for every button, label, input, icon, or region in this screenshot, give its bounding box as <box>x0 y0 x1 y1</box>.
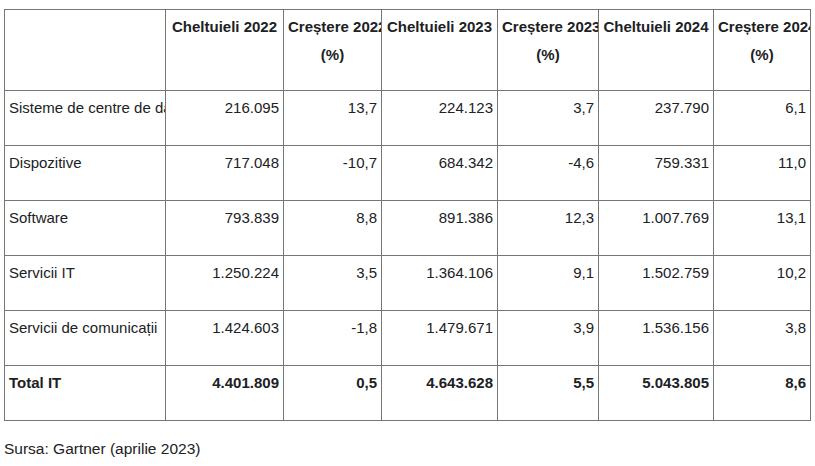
table-row-sisteme-centre-date: Sisteme de centre de date 216.095 13,7 2… <box>5 91 811 146</box>
row-label-cell: Software <box>5 201 166 256</box>
header-sublabel <box>170 46 279 47</box>
header-sublabel: (%) <box>502 46 594 63</box>
header-sublabel <box>9 29 161 30</box>
value-cell: 237.790 <box>599 91 714 146</box>
header-label: Creștere 2023 <box>502 18 594 35</box>
header-label: Cheltuieli 2024 <box>603 18 709 35</box>
row-label-cell: Servicii de comunicații <box>5 311 166 366</box>
value-cell: 3,8 <box>714 311 811 366</box>
row-label-cell: Servicii IT <box>5 256 166 311</box>
row-label-cell: Total IT <box>5 366 166 421</box>
header-sublabel: (%) <box>288 46 377 63</box>
header-label: Cheltuieli 2023 <box>386 18 493 35</box>
value-cell: 11,0 <box>714 146 811 201</box>
value-cell: 8,8 <box>284 201 382 256</box>
value-cell: 1.364.106 <box>382 256 498 311</box>
header-row: Cheltuieli 2022 Creștere 2022 (%) Cheltu… <box>5 10 811 91</box>
table-row-servicii-it: Servicii IT 1.250.224 3,5 1.364.106 9,1 … <box>5 256 811 311</box>
header-cell-cheltuieli-2022: Cheltuieli 2022 <box>166 10 284 91</box>
source-note: Sursa: Gartner (aprilie 2023) <box>4 440 200 458</box>
header-cell-cheltuieli-2023: Cheltuieli 2023 <box>382 10 498 91</box>
header-label: Creștere 2024 <box>718 18 806 35</box>
value-cell: 4.643.628 <box>382 366 498 421</box>
value-cell: -10,7 <box>284 146 382 201</box>
header-cell-empty <box>5 10 166 91</box>
value-cell: 891.386 <box>382 201 498 256</box>
value-cell: 216.095 <box>166 91 284 146</box>
table-row-dispozitive: Dispozitive 717.048 -10,7 684.342 -4,6 7… <box>5 146 811 201</box>
row-label-cell: Sisteme de centre de date <box>5 91 166 146</box>
header-label: Cheltuieli 2022 <box>170 18 279 35</box>
header-sublabel <box>386 46 493 47</box>
table-row-software: Software 793.839 8,8 891.386 12,3 1.007.… <box>5 201 811 256</box>
row-label-cell: Dispozitive <box>5 146 166 201</box>
value-cell: 12,3 <box>498 201 599 256</box>
value-cell: 1.424.603 <box>166 311 284 366</box>
value-cell: 1.536.156 <box>599 311 714 366</box>
header-cell-crestere-2022: Creștere 2022 (%) <box>284 10 382 91</box>
value-cell: 3,9 <box>498 311 599 366</box>
value-cell: 13,7 <box>284 91 382 146</box>
value-cell: 13,1 <box>714 201 811 256</box>
value-cell: 684.342 <box>382 146 498 201</box>
value-cell: 3,7 <box>498 91 599 146</box>
value-cell: 10,2 <box>714 256 811 311</box>
value-cell: 8,6 <box>714 366 811 421</box>
header-sublabel: (%) <box>718 46 806 63</box>
it-spending-table: Cheltuieli 2022 Creștere 2022 (%) Cheltu… <box>4 9 811 421</box>
value-cell: 6,1 <box>714 91 811 146</box>
value-cell: 793.839 <box>166 201 284 256</box>
value-cell: 5,5 <box>498 366 599 421</box>
value-cell: 4.401.809 <box>166 366 284 421</box>
value-cell: 5.043.805 <box>599 366 714 421</box>
value-cell: 1.479.671 <box>382 311 498 366</box>
header-cell-crestere-2023: Creștere 2023 (%) <box>498 10 599 91</box>
table-row-total-it: Total IT 4.401.809 0,5 4.643.628 5,5 5.0… <box>5 366 811 421</box>
table-row-servicii-comunicatii: Servicii de comunicații 1.424.603 -1,8 1… <box>5 311 811 366</box>
value-cell: 1.502.759 <box>599 256 714 311</box>
value-cell: 3,5 <box>284 256 382 311</box>
value-cell: 1.007.769 <box>599 201 714 256</box>
value-cell: -4,6 <box>498 146 599 201</box>
page: Cheltuieli 2022 Creștere 2022 (%) Cheltu… <box>0 0 815 466</box>
header-label: Creștere 2022 <box>288 18 377 35</box>
header-sublabel <box>603 46 709 47</box>
value-cell: 0,5 <box>284 366 382 421</box>
value-cell: 717.048 <box>166 146 284 201</box>
value-cell: 759.331 <box>599 146 714 201</box>
header-cell-crestere-2024: Creștere 2024 (%) <box>714 10 811 91</box>
value-cell: 224.123 <box>382 91 498 146</box>
value-cell: -1,8 <box>284 311 382 366</box>
value-cell: 9,1 <box>498 256 599 311</box>
header-cell-cheltuieli-2024: Cheltuieli 2024 <box>599 10 714 91</box>
value-cell: 1.250.224 <box>166 256 284 311</box>
